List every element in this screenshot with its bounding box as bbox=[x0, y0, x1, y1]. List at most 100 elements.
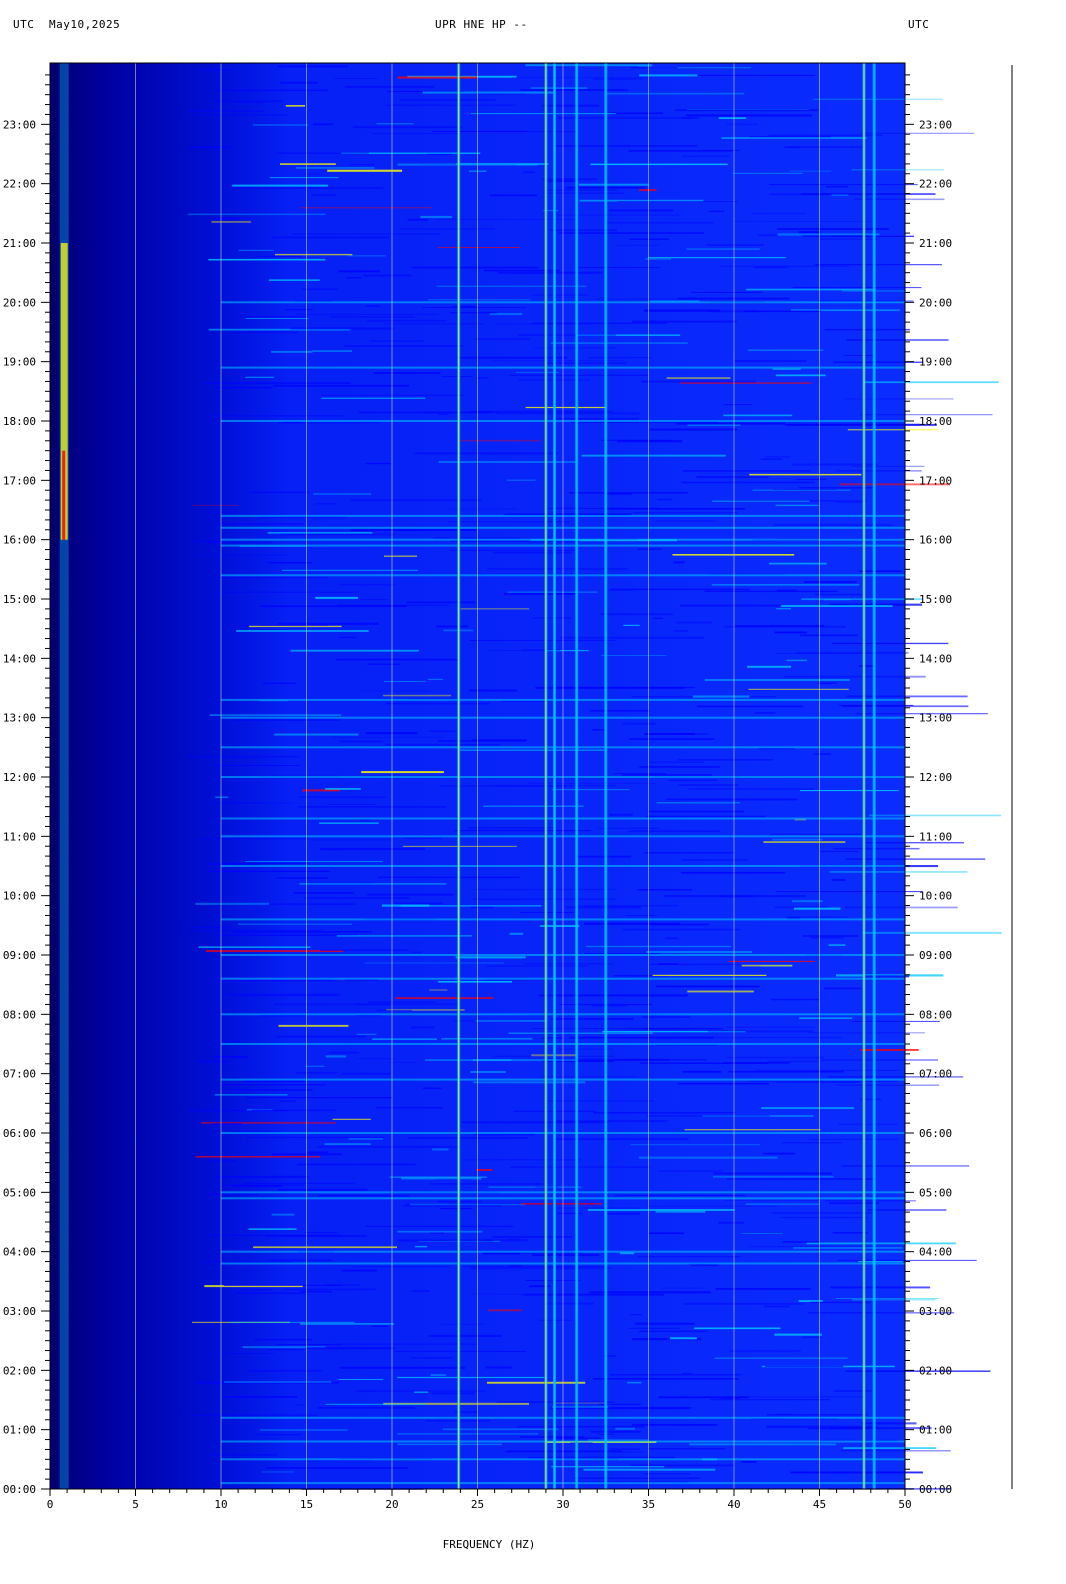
noise-streak bbox=[195, 1156, 321, 1158]
noise-streak bbox=[540, 925, 580, 927]
noise-streak bbox=[428, 730, 457, 732]
noise-streak bbox=[438, 981, 512, 983]
noise-streak bbox=[320, 848, 425, 851]
noise-streak bbox=[205, 950, 344, 952]
noise-streak bbox=[340, 740, 383, 743]
noise-streak bbox=[769, 562, 827, 565]
noise-streak bbox=[216, 89, 328, 92]
noise-streak bbox=[718, 1221, 744, 1224]
noise-streak bbox=[365, 1225, 514, 1227]
y-tick-label-right: 08:00 bbox=[919, 1008, 952, 1021]
axes: 0 5 10 15 20 25 30 35 40 45 50 00:00 00:00 01:00 01:00… bbox=[3, 62, 952, 1511]
noise-streak bbox=[300, 1323, 395, 1325]
noise-streak bbox=[708, 210, 725, 213]
noise-streak bbox=[271, 236, 390, 239]
noise-streak bbox=[543, 1302, 595, 1305]
noise-streak bbox=[473, 1081, 586, 1084]
noise-streak bbox=[249, 903, 357, 906]
y-tick-label-left: 08:00 bbox=[3, 1008, 36, 1021]
noise-streak bbox=[267, 1349, 304, 1351]
noise-streak bbox=[510, 1166, 651, 1168]
noise-streak bbox=[726, 1026, 816, 1028]
noise-streak bbox=[367, 893, 454, 896]
noise-streak bbox=[365, 462, 391, 465]
noise-streak bbox=[248, 1228, 297, 1230]
noise-streak bbox=[218, 1353, 274, 1354]
noise-streak bbox=[570, 421, 718, 423]
noise-streak bbox=[348, 1137, 383, 1140]
noise-streak bbox=[492, 1236, 573, 1238]
x-tick-label: 40 bbox=[727, 1498, 740, 1511]
noise-streak bbox=[267, 532, 373, 534]
noise-streak bbox=[694, 1327, 781, 1330]
noise-streak bbox=[448, 521, 570, 523]
noise-streak bbox=[448, 508, 518, 510]
noise-streak bbox=[851, 169, 944, 171]
noise-streak bbox=[411, 951, 422, 953]
noise-streak bbox=[325, 1284, 360, 1286]
noise-streak bbox=[630, 1464, 734, 1467]
noise-streak bbox=[188, 929, 323, 931]
noise-streak bbox=[189, 146, 231, 149]
noise-streak bbox=[818, 300, 914, 302]
noise-streak bbox=[634, 1322, 695, 1325]
noise-streak bbox=[208, 1454, 277, 1456]
noise-streak bbox=[277, 65, 348, 68]
noise-streak bbox=[450, 540, 580, 543]
noise-streak bbox=[745, 1203, 820, 1205]
noise-streak bbox=[208, 328, 350, 331]
noise-streak bbox=[806, 1242, 956, 1245]
noise-streak bbox=[726, 1178, 876, 1180]
noise-streak bbox=[383, 694, 451, 697]
noise-streak bbox=[436, 625, 469, 628]
noise-streak bbox=[248, 625, 342, 628]
noise-streak bbox=[266, 1467, 409, 1469]
noise-streak bbox=[593, 1111, 736, 1114]
noise-streak bbox=[367, 663, 401, 665]
noise-streak bbox=[253, 1246, 397, 1249]
noise-streak bbox=[211, 221, 251, 223]
noise-streak bbox=[192, 540, 222, 543]
noise-streak bbox=[503, 1451, 643, 1453]
noise-streak bbox=[274, 733, 359, 736]
noise-streak bbox=[315, 596, 358, 599]
noise-streak bbox=[748, 688, 849, 690]
noise-streak bbox=[831, 642, 949, 645]
noise-streak bbox=[411, 266, 539, 269]
noise-streak bbox=[359, 819, 371, 822]
noise-streak bbox=[471, 739, 528, 741]
noise-streak bbox=[851, 1298, 936, 1301]
noise-streak bbox=[828, 1076, 964, 1078]
y-tick-label-right: 15:00 bbox=[919, 593, 952, 606]
noise-streak bbox=[204, 1285, 303, 1288]
noise-streak bbox=[208, 802, 294, 804]
spectral-line-core bbox=[605, 63, 607, 1489]
noise-streak bbox=[726, 123, 758, 126]
noise-streak bbox=[332, 1118, 371, 1120]
noise-streak bbox=[599, 613, 673, 616]
noise-streak bbox=[454, 1411, 479, 1413]
noise-streak bbox=[291, 233, 441, 235]
noise-streak bbox=[687, 424, 741, 426]
noise-streak bbox=[222, 1040, 241, 1043]
noise-streak bbox=[276, 877, 329, 879]
noise-streak bbox=[665, 937, 679, 939]
noise-streak bbox=[576, 267, 661, 269]
noise-streak bbox=[729, 1350, 801, 1352]
noise-streak bbox=[345, 86, 435, 88]
noise-streak bbox=[639, 1330, 708, 1333]
noise-streak bbox=[192, 554, 288, 556]
noise-streak bbox=[776, 891, 923, 893]
noise-streak bbox=[728, 1070, 844, 1073]
y-tick-label-right: 04:00 bbox=[919, 1246, 952, 1259]
noise-streak bbox=[376, 1107, 443, 1109]
noise-streak bbox=[275, 253, 353, 256]
noise-streak bbox=[628, 830, 720, 832]
noise-streak bbox=[652, 974, 767, 976]
noise-streak bbox=[327, 803, 376, 805]
noise-streak bbox=[207, 541, 272, 544]
noise-streak bbox=[619, 1252, 635, 1255]
y-tick-label-left: 12:00 bbox=[3, 771, 36, 784]
noise-streak bbox=[279, 81, 318, 84]
